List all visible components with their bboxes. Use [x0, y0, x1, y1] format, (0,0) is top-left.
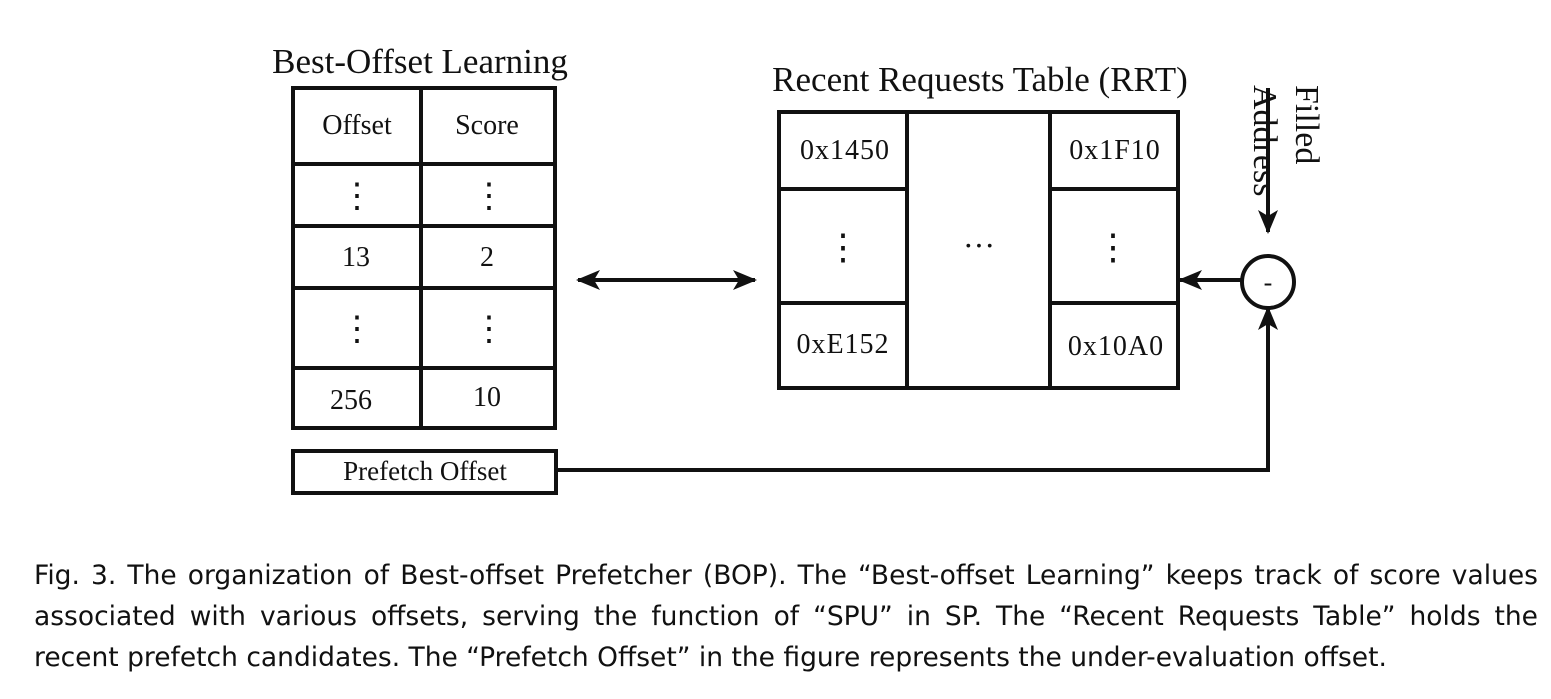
offset-cell-ellipsis: ⋮ [340, 178, 374, 215]
subtractor-symbol: - [1264, 268, 1273, 297]
rrt-address-cell: 0x10A0 [1068, 331, 1164, 362]
rrt-address-cell: 0xE152 [796, 329, 889, 360]
score-cell: 10 [473, 382, 501, 413]
prefetch-offset-feedback-arrow [556, 306, 1278, 472]
rrt-ellipsis-cell: ⋮ [1095, 227, 1131, 267]
filled-address-line-1: Filled [1288, 85, 1325, 164]
offset-column-header: Offset [322, 110, 392, 141]
score-cell: 2 [480, 242, 494, 273]
figure-caption: Fig. 3. The organization of Best-offset … [34, 559, 1538, 673]
rrt-middle-ellipsis: ··· [963, 227, 995, 263]
rrt-ellipsis-cell: ⋮ [825, 227, 861, 267]
offset-cell: 256 [330, 385, 372, 416]
prefetch-offset-label: Prefetch Offset [343, 456, 507, 486]
bop-diagram: Best-Offset Learning Offset Score ⋮ ⋮ 13… [272, 42, 1325, 495]
best-offset-table [291, 86, 557, 430]
filled-address-line-2: Address [1246, 85, 1283, 196]
rrt-address-cell: 0x1F10 [1069, 135, 1161, 166]
score-cell-ellipsis: ⋮ [472, 311, 506, 348]
rrt-address-cell: 0x1450 [800, 135, 890, 166]
filled-address-label: Filled Address [1246, 85, 1325, 196]
rrt-table [777, 110, 1180, 390]
score-column-header: Score [455, 110, 519, 141]
offset-cell-ellipsis: ⋮ [340, 311, 374, 348]
best-offset-title: Best-Offset Learning [272, 42, 568, 81]
rrt-title: Recent Requests Table (RRT) [772, 60, 1188, 99]
offset-cell: 13 [342, 242, 370, 273]
score-cell-ellipsis: ⋮ [472, 178, 506, 215]
